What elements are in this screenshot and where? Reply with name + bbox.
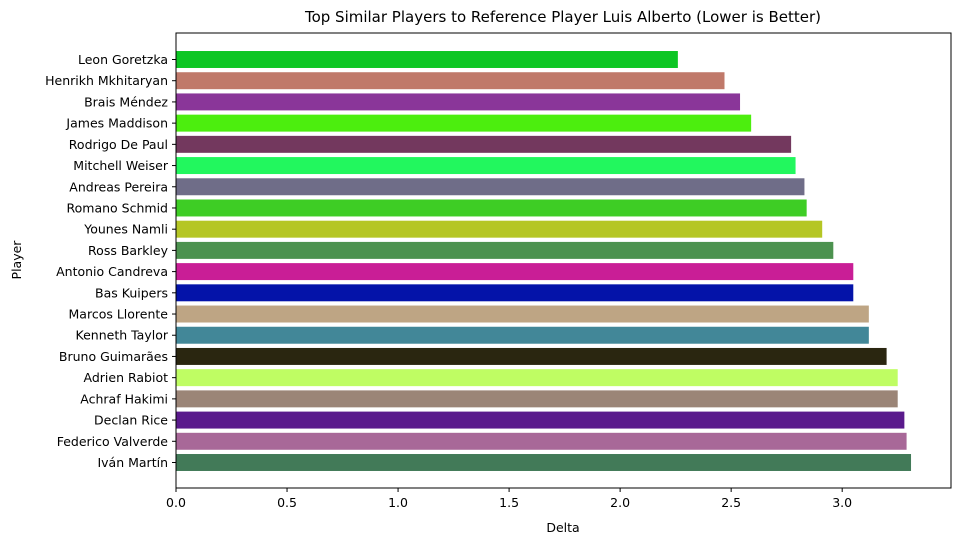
bar-leon-goretzka [176,51,678,68]
x-tick-label: 3.0 [832,495,852,510]
y-tick-label: Bruno Guimarães [59,349,168,364]
y-tick-label: Leon Goretzka [78,52,168,67]
y-tick-label: Younes Namli [83,222,168,237]
bar-andreas-pereira [176,178,805,196]
y-tick-label: Rodrigo De Paul [69,137,168,152]
y-tick-label: Brais Méndez [84,94,168,109]
bar-henrikh-mkhitaryan [176,72,725,90]
plot-frame [175,32,952,489]
bar-younes-namli [176,220,823,238]
bar-adrien-rabiot [176,369,898,387]
chart-title: Top Similar Players to Reference Player … [304,8,821,26]
x-tick-label: 2.0 [610,495,630,510]
x-tick-label: 1.0 [388,495,408,510]
y-axis-title: Player [9,240,24,280]
bars-group [176,51,912,471]
y-tick-label: Declan Rice [94,413,168,428]
y-tick-label: Antonio Candreva [56,264,168,279]
y-tick-label: Henrikh Mkhitaryan [45,73,168,88]
y-tick-label: Ross Barkley [88,243,169,258]
y-axis-ticks: Leon Goretzka Henrikh Mkhitaryan Brais Mén… [45,52,176,470]
bar-marcos-llorente [176,305,869,323]
y-tick-label: Bas Kuipers [95,285,168,300]
x-tick-label: 0.0 [166,495,186,510]
x-tick-label: 2.5 [721,495,741,510]
y-tick-label: Achraf Hakimi [80,391,168,406]
y-tick-label: James Maddison [65,116,168,131]
bar-ivan-martin [176,454,912,471]
y-tick-label: Iván Martín [97,455,168,470]
bar-romano-schmid [176,199,807,217]
x-tick-label: 1.5 [499,495,519,510]
y-tick-label: Andreas Pereira [69,179,168,194]
y-tick-label: Romano Schmid [67,200,168,215]
y-tick-label: Marcos Llorente [69,307,169,322]
y-tick-label: Federico Valverde [57,434,169,449]
y-tick-label: Kenneth Taylor [76,328,169,343]
bar-federico-valverde [176,432,907,450]
bar-brais-mendez [176,93,741,111]
y-tick-label: Mitchell Weiser [73,158,169,173]
bar-antonio-candreva [176,263,854,281]
bar-kenneth-taylor [176,326,869,344]
bar-achraf-hakimi [176,390,898,408]
x-axis-title: Delta [546,520,579,535]
bar-mitchell-weiser [176,157,796,175]
y-tick-label: Adrien Rabiot [84,370,169,385]
x-axis-ticks: 0.0 0.5 1.0 1.5 2.0 2.5 3.0 [166,488,852,510]
x-tick-label: 0.5 [277,495,297,510]
bar-bas-kuipers [176,284,854,302]
bar-ross-barkley [176,241,834,259]
bar-bruno-guimaraes [176,347,887,365]
bar-james-maddison [176,114,752,132]
bar-rodrigo-de-paul [176,135,792,153]
bar-declan-rice [176,411,905,429]
